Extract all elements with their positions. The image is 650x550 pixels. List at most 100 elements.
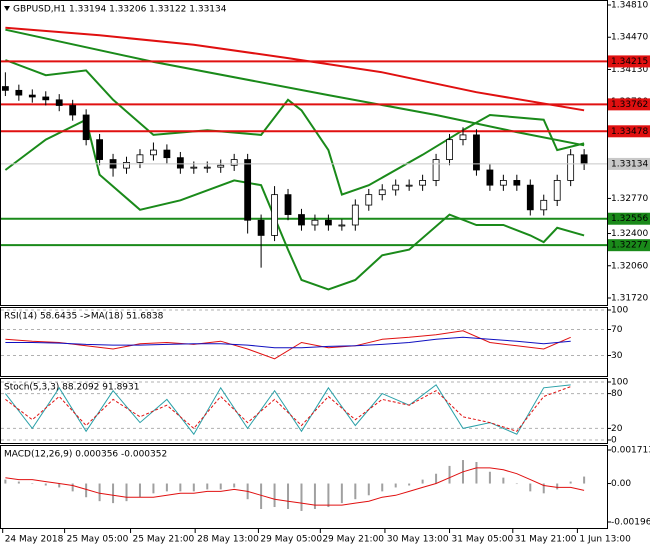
candle-body	[203, 166, 211, 169]
candle-body	[351, 204, 359, 226]
level-label: 1.34215	[611, 57, 648, 67]
histogram-bar	[260, 483, 263, 509]
histogram-bar	[112, 483, 115, 504]
x-tick-label: 25 May 21:00	[133, 535, 195, 545]
histogram-bar	[192, 483, 195, 492]
x-tick-label: 24 May 2018	[5, 535, 64, 545]
indicator-line	[4, 118, 585, 291]
y-tick-label: 100	[611, 306, 628, 316]
candle-body	[486, 169, 494, 186]
histogram-bar	[85, 483, 88, 498]
panel-frame	[0, 445, 608, 529]
candle-body	[473, 134, 480, 171]
x-tick-label: 25 May 05:00	[67, 535, 129, 545]
y-tick-label: 1.32060	[611, 261, 648, 271]
histogram-bar	[98, 483, 101, 502]
candle-body	[150, 149, 157, 156]
y-tick-label: 80	[611, 389, 623, 399]
indicator-line	[5, 336, 571, 349]
histogram-bar	[421, 479, 424, 484]
candle-body	[28, 94, 36, 98]
y-tick-label: 30	[611, 351, 623, 361]
histogram-bar	[502, 477, 505, 484]
y-tick-label: 70	[611, 325, 623, 335]
y-tick-label: 0	[611, 436, 617, 446]
candle-body	[298, 214, 305, 226]
histogram-bar	[233, 483, 236, 488]
y-tick-label: 1.32770	[611, 194, 648, 204]
panel-frame	[0, 0, 608, 306]
histogram-bar	[58, 483, 61, 488]
histogram-bar	[165, 483, 168, 492]
candle-body	[378, 189, 386, 196]
candle-body	[1, 86, 9, 91]
candle-body	[499, 180, 507, 186]
histogram-bar	[381, 483, 384, 492]
x-tick-label: 29 May 05:00	[260, 535, 322, 545]
candle-body	[123, 162, 130, 169]
y-tick-label: -0.001965	[611, 518, 650, 528]
histogram-bar	[488, 471, 491, 484]
candle-body	[96, 139, 103, 160]
candle-body	[217, 164, 225, 168]
histogram-bar	[125, 483, 128, 502]
candle-body	[42, 96, 50, 101]
histogram-bar	[367, 483, 370, 496]
panel-title: GBPUSD,H1 1.33194 1.33206 1.33122 1.3313…	[13, 5, 227, 15]
histogram-bar	[152, 483, 155, 494]
x-tick-label: 1 Jun 13:00	[579, 535, 631, 545]
candle-body	[271, 194, 278, 236]
panel-frame	[0, 307, 608, 377]
candle-body	[82, 114, 90, 141]
histogram-bar	[287, 483, 290, 509]
level-label: 1.33762	[611, 100, 648, 110]
candle-body	[459, 134, 467, 141]
symbol-icon	[4, 6, 10, 11]
level-label-box	[608, 212, 650, 225]
signal-line	[5, 467, 585, 506]
candle-body	[176, 157, 184, 169]
histogram-bar	[300, 483, 303, 511]
candle-body	[244, 159, 252, 221]
panel-title: Stoch(5,3,3) 88.2092 91.8931	[4, 383, 139, 393]
candle-body	[311, 219, 319, 226]
candle-body	[365, 194, 373, 206]
level-label: 1.32277	[611, 241, 648, 251]
y-tick-label: 1.34470	[611, 33, 648, 43]
y-tick-label: 1.34810	[611, 1, 648, 11]
candle-body	[446, 139, 453, 160]
histogram-bar	[313, 483, 316, 509]
indicator-line	[5, 384, 571, 436]
candle-body	[432, 159, 440, 181]
y-tick-label: 1.31720	[611, 294, 648, 304]
histogram-bar	[327, 483, 330, 508]
level-label-box	[608, 98, 650, 111]
histogram-bar	[138, 483, 141, 498]
candle-body	[392, 184, 400, 191]
candle-body	[324, 219, 332, 226]
x-tick-label: 28 May 13:00	[197, 535, 259, 545]
histogram-bar	[448, 465, 451, 484]
histogram-bar	[583, 476, 586, 484]
histogram-bar	[394, 483, 397, 488]
candle-body	[513, 180, 521, 186]
x-tick-label: 29 May 21:00	[322, 535, 384, 545]
candle-body	[163, 149, 171, 159]
histogram-bar	[273, 483, 276, 508]
candle-body	[405, 184, 413, 187]
y-tick-label: 20	[611, 424, 623, 434]
histogram-bar	[340, 483, 343, 504]
histogram-bar	[569, 481, 572, 484]
histogram-bar	[219, 483, 222, 490]
candle-body	[69, 105, 77, 116]
panel-frame	[0, 378, 608, 444]
indicator-line	[5, 59, 585, 196]
candle-body	[540, 199, 548, 211]
level-label: 1.33478	[611, 127, 648, 137]
histogram-bar	[44, 483, 47, 486]
histogram-bar	[408, 483, 411, 486]
histogram-bar	[435, 473, 438, 484]
candle-body	[190, 166, 198, 169]
candle-body	[15, 89, 23, 96]
